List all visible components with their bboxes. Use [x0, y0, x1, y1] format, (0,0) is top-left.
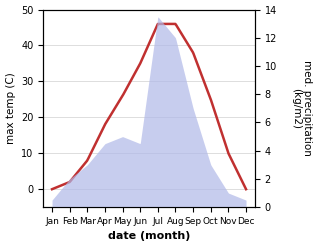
Y-axis label: med. precipitation
(kg/m2): med. precipitation (kg/m2) [291, 61, 313, 156]
Y-axis label: max temp (C): max temp (C) [5, 72, 16, 144]
X-axis label: date (month): date (month) [108, 231, 190, 242]
